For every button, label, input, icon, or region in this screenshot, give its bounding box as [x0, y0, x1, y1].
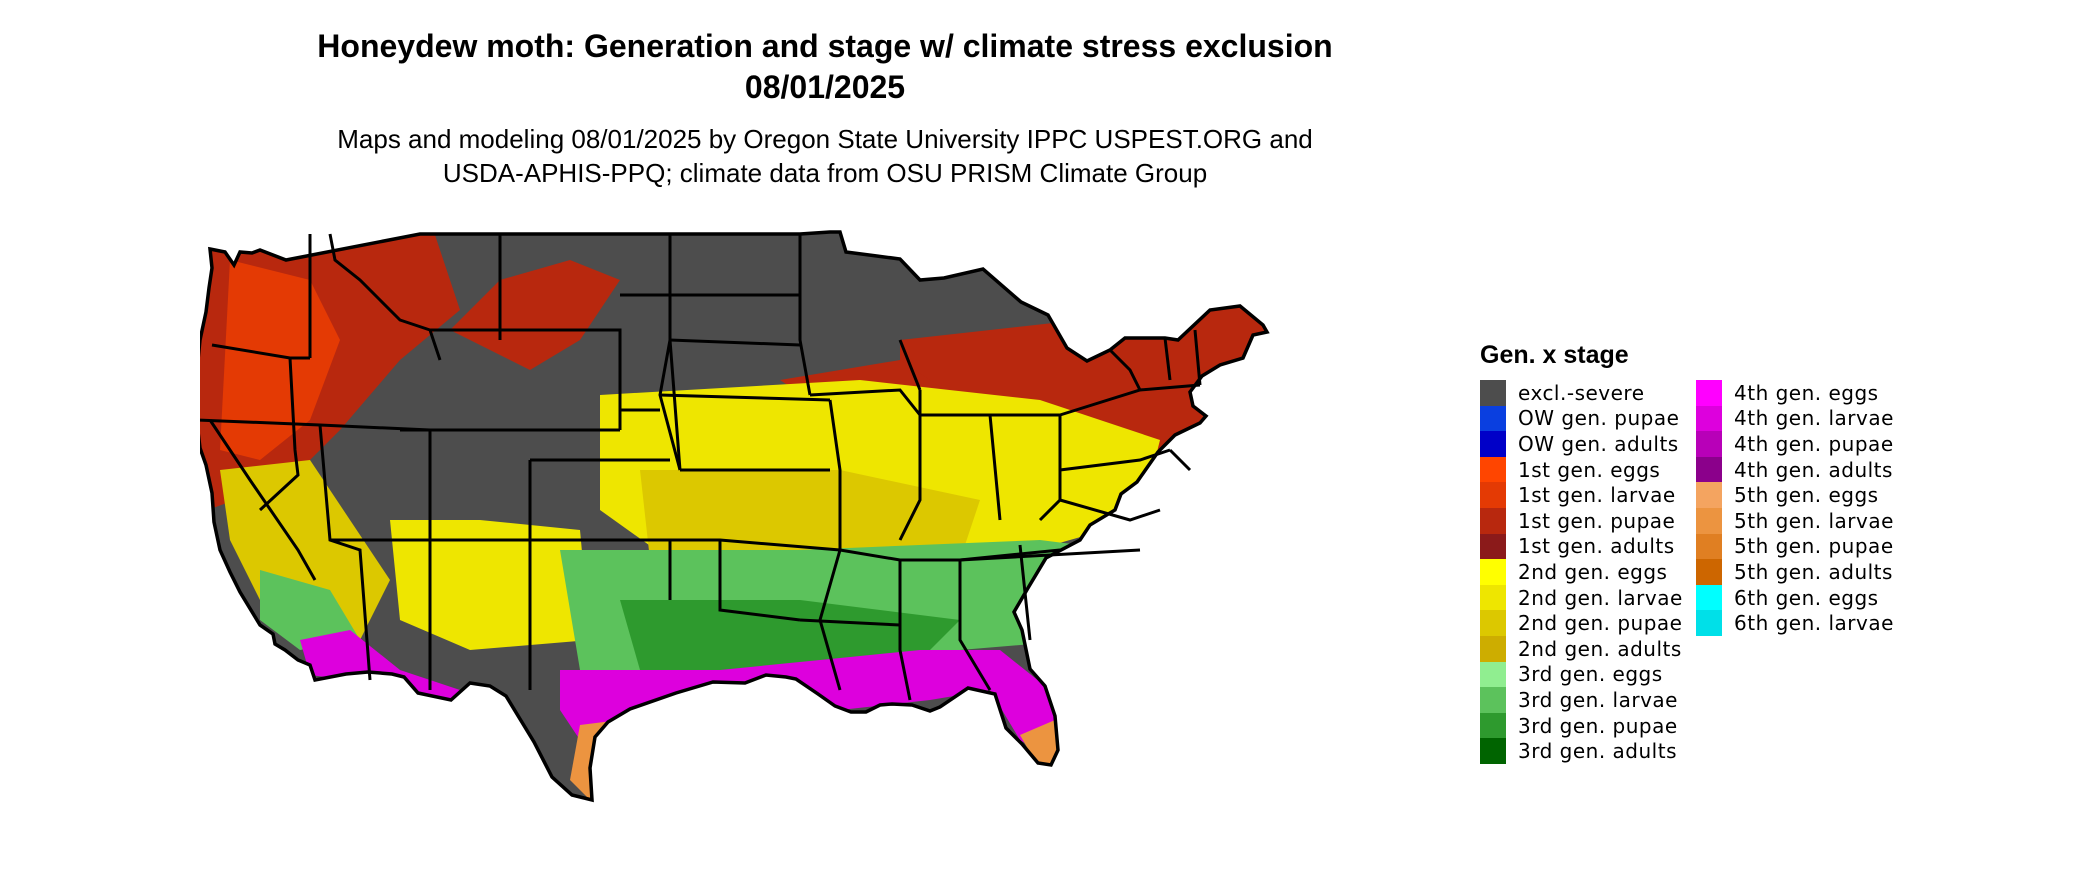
title-line-2: 08/01/2025: [744, 69, 906, 105]
legend-swatch: [1696, 507, 1722, 534]
legend-item: 4th gen. eggs: [1696, 380, 1894, 406]
legend-item: 4th gen. pupae: [1696, 431, 1894, 457]
legend-swatch: [1696, 380, 1722, 406]
legend-item: 2nd gen. pupae: [1480, 610, 1683, 636]
legend-swatch: [1480, 405, 1506, 432]
legend-label: 2nd gen. larvae: [1518, 585, 1683, 610]
legend-swatch: [1480, 380, 1506, 406]
legend-item: 4th gen. larvae: [1696, 405, 1894, 432]
map-subtitle: Maps and modeling 08/01/2025 by Oregon S…: [180, 122, 1470, 190]
legend-label: 1st gen. pupae: [1518, 508, 1676, 533]
zone-1st-gen-montana: [450, 260, 620, 370]
legend-swatch: [1696, 559, 1722, 585]
zone-4th-gen-arizona: [300, 630, 470, 700]
legend-label: 3rd gen. larvae: [1518, 687, 1678, 712]
legend-swatch: [1480, 635, 1506, 662]
legend-item: 6th gen. larvae: [1696, 610, 1894, 636]
zone-4th-gen-gulf-coast: [560, 650, 1060, 765]
legend-label: excl.-severe: [1518, 380, 1645, 405]
legend-swatch: [1696, 405, 1722, 432]
map-title: Honeydew moth: Generation and stage w/ c…: [180, 26, 1470, 108]
legend-label: 4th gen. larvae: [1734, 406, 1894, 431]
legend-swatch: [1696, 431, 1722, 457]
legend-label: 2nd gen. pupae: [1518, 611, 1683, 636]
legend-item: 1st gen. pupae: [1480, 507, 1683, 534]
state-borders: [200, 230, 1270, 803]
legend-label: 1st gen. larvae: [1518, 483, 1676, 508]
legend-label: 3rd gen. adults: [1518, 739, 1677, 764]
zone-2nd-gen-southwest: [390, 520, 590, 650]
legend-item: 5th gen. eggs: [1696, 482, 1894, 508]
legend-swatch: [1480, 584, 1506, 611]
legend-column-1: excl.-severe OW gen. pupae OW gen. adults 1…: [1480, 380, 1683, 764]
legend-item: 5th gen. adults: [1696, 559, 1894, 585]
legend-item: excl.-severe: [1480, 380, 1683, 406]
legend-swatch: [1696, 584, 1722, 611]
legend-label: OW gen. pupae: [1518, 406, 1680, 431]
legend-title: Gen. x stage: [1480, 341, 1629, 369]
legend-label: 3rd gen. pupae: [1518, 713, 1678, 738]
legend-label: 6th gen. larvae: [1734, 611, 1894, 636]
legend-label: 4th gen. pupae: [1734, 431, 1894, 456]
legend-swatch: [1480, 533, 1506, 560]
legend-item: OW gen. adults: [1480, 431, 1683, 457]
legend-label: 4th gen. adults: [1734, 457, 1893, 482]
legend-item: OW gen. pupae: [1480, 405, 1683, 432]
legend-swatch: [1696, 456, 1722, 483]
legend-label: OW gen. adults: [1518, 431, 1679, 456]
legend-item: 3rd gen. larvae: [1480, 687, 1683, 713]
legend-label: 2nd gen. adults: [1518, 636, 1682, 661]
legend-item: 5th gen. larvae: [1696, 507, 1894, 534]
legend-item: 4th gen. adults: [1696, 456, 1894, 483]
legend-item: 1st gen. larvae: [1480, 482, 1683, 508]
legend-swatch: [1696, 533, 1722, 560]
title-line-1: Honeydew moth: Generation and stage w/ c…: [317, 28, 1333, 64]
legend-item: 3rd gen. pupae: [1480, 712, 1683, 739]
legend-swatch: [1480, 559, 1506, 585]
legend-swatch: [1480, 738, 1506, 764]
legend-label: 5th gen. eggs: [1734, 483, 1879, 508]
legend-label: 5th gen. adults: [1734, 559, 1893, 584]
legend-item: 2nd gen. larvae: [1480, 584, 1683, 611]
legend-swatch: [1696, 482, 1722, 508]
legend-label: 5th gen. pupae: [1734, 534, 1894, 559]
zone-5th-gen-south-florida: [1020, 720, 1060, 770]
subtitle-line-1: Maps and modeling 08/01/2025 by Oregon S…: [337, 124, 1313, 154]
legend-swatch: [1480, 431, 1506, 457]
legend-swatch: [1696, 610, 1722, 636]
legend-item: 5th gen. pupae: [1696, 533, 1894, 560]
legend-item: 6th gen. eggs: [1696, 584, 1894, 611]
legend-swatch: [1480, 610, 1506, 636]
legend-item: 1st gen. eggs: [1480, 456, 1683, 483]
subtitle-line-2: USDA-APHIS-PPQ; climate data from OSU PR…: [442, 158, 1208, 188]
legend-item: 3rd gen. eggs: [1480, 661, 1683, 688]
legend-label: 4th gen. eggs: [1734, 380, 1879, 405]
legend-label: 5th gen. larvae: [1734, 508, 1894, 533]
legend-swatch: [1480, 687, 1506, 713]
legend-item: 1st gen. adults: [1480, 533, 1683, 560]
legend-item: 2nd gen. adults: [1480, 635, 1683, 662]
legend-label: 3rd gen. eggs: [1518, 662, 1663, 687]
legend-label: 1st gen. adults: [1518, 534, 1675, 559]
legend-swatch: [1480, 482, 1506, 508]
legend-swatch: [1480, 661, 1506, 688]
zone-3rd-gen-socal: [260, 570, 360, 650]
legend-label: 1st gen. eggs: [1518, 457, 1661, 482]
legend-swatch: [1480, 712, 1506, 739]
legend-item: 3rd gen. adults: [1480, 738, 1683, 764]
us-map: [200, 230, 1270, 803]
legend-item: 2nd gen. eggs: [1480, 559, 1683, 585]
legend-swatch: [1480, 507, 1506, 534]
zone-1st-gen-northeast: [900, 300, 1267, 460]
legend-swatch: [1480, 456, 1506, 483]
legend-label: 6th gen. eggs: [1734, 585, 1879, 610]
legend-column-2: 4th gen. eggs 4th gen. larvae 4th gen. pup…: [1696, 380, 1894, 636]
zone-3rd-gen-pupae-gulf: [620, 600, 960, 670]
legend-label: 2nd gen. eggs: [1518, 559, 1668, 584]
